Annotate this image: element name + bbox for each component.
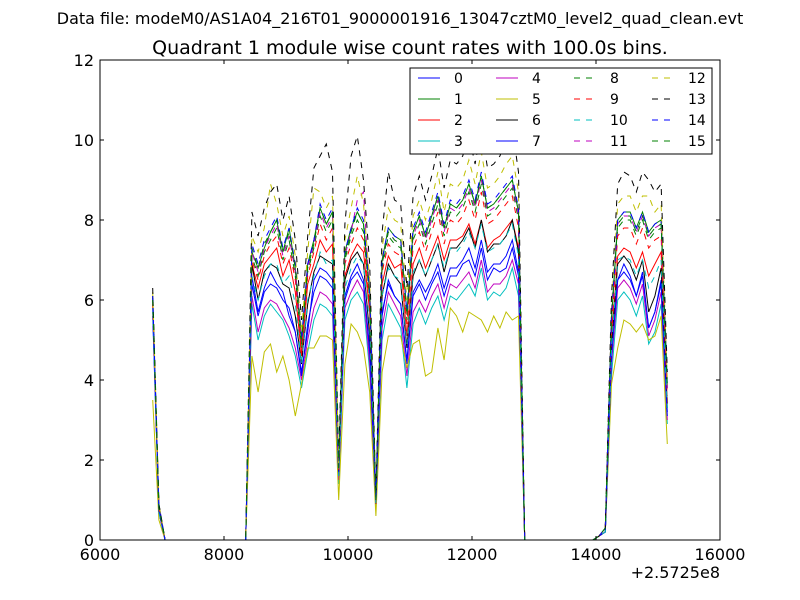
chart-suptitle: Data file: modeM0/AS1A04_216T01_90000019… <box>57 9 743 29</box>
legend-label-8: 8 <box>610 71 619 87</box>
legend-label-5: 5 <box>532 92 541 108</box>
legend-label-3: 3 <box>454 134 463 150</box>
x-tick-label: 12000 <box>447 545 498 564</box>
y-tick-label: 10 <box>74 131 94 150</box>
x-tick-label: 6000 <box>80 545 121 564</box>
legend-label-2: 2 <box>454 113 463 129</box>
legend-label-13: 13 <box>688 92 706 108</box>
legend-label-15: 15 <box>688 134 706 150</box>
y-tick-label: 2 <box>84 451 94 470</box>
x-tick-label: 10000 <box>323 545 374 564</box>
x-tick-label: 8000 <box>204 545 245 564</box>
legend-label-1: 1 <box>454 92 463 108</box>
series-line-9 <box>152 191 668 541</box>
y-tick-label: 8 <box>84 211 94 230</box>
legend-label-10: 10 <box>610 113 628 129</box>
y-tick-label: 4 <box>84 371 94 390</box>
legend-label-9: 9 <box>610 92 619 108</box>
legend-label-6: 6 <box>532 113 541 129</box>
legend-label-12: 12 <box>688 71 706 87</box>
x-tick-label: 14000 <box>571 545 622 564</box>
series-layer <box>152 126 668 541</box>
legend-label-11: 11 <box>610 134 628 150</box>
y-tick-label: 6 <box>84 291 94 310</box>
x-offset-label: +2.5725e8 <box>631 563 720 582</box>
legend-label-0: 0 <box>454 71 463 87</box>
legend-box <box>409 67 713 155</box>
chart-title: Quadrant 1 module wise count rates with … <box>152 37 668 59</box>
x-tick-label: 16000 <box>695 545 746 564</box>
y-tick-label: 12 <box>74 51 94 70</box>
legend-label-4: 4 <box>532 71 541 87</box>
legend-label-14: 14 <box>688 113 706 129</box>
legend-label-7: 7 <box>532 134 541 150</box>
y-tick-label: 0 <box>84 531 94 550</box>
